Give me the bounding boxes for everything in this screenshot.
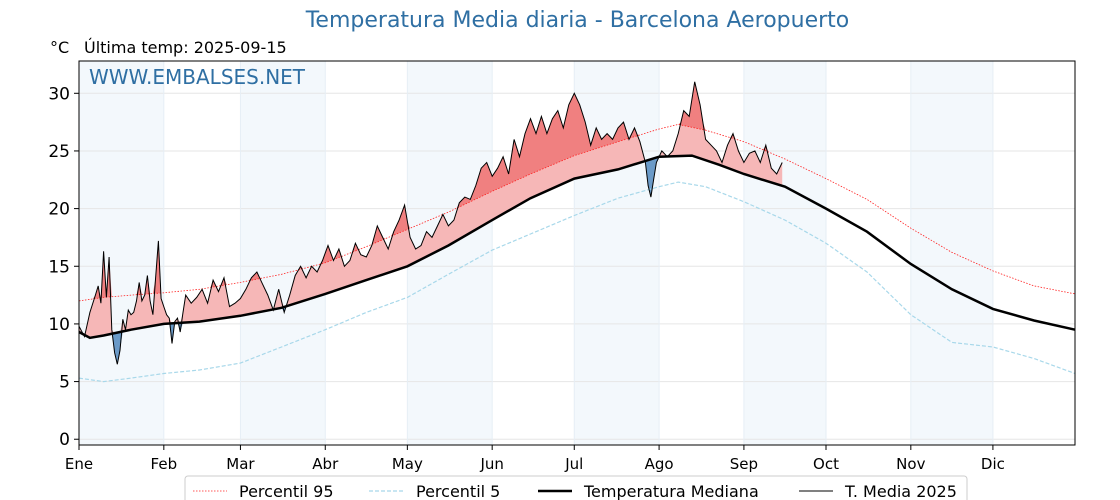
y-tick-label: 5	[59, 373, 70, 393]
y-tick-label: 30	[48, 84, 70, 104]
legend-label-p5: Percentil 5	[416, 482, 500, 500]
y-tick-label: 0	[59, 430, 70, 450]
y-tick-label: 20	[48, 200, 70, 220]
x-axis: Ene Feb Mar Abr May Jun Jul Ago Sep Oct Nov Dic	[65, 445, 1005, 473]
month-band	[240, 61, 326, 445]
y-tick-label: 25	[48, 142, 70, 162]
plot-frame	[78, 60, 1076, 446]
month-band	[574, 61, 660, 445]
above-p95-fill	[79, 81, 783, 301]
chart-title: Temperatura Media diaria - Barcelona Aer…	[305, 8, 850, 33]
watermark: WWW.EMBALSES.NET	[89, 65, 306, 89]
y-tick-label: 15	[48, 257, 70, 277]
month-bands	[79, 61, 993, 445]
month-band	[79, 61, 164, 445]
x-tick-label: May	[392, 455, 423, 473]
x-tick-label: Jul	[564, 455, 583, 473]
series-lines	[78, 81, 1076, 383]
above-median-fill	[79, 81, 783, 338]
x-tick-label: Nov	[896, 455, 925, 473]
x-tick-label: Jun	[479, 455, 503, 473]
x-tick-label: Sep	[730, 455, 758, 473]
x-tick-label: Oct	[813, 455, 839, 473]
month-band	[910, 61, 993, 445]
p5-line	[78, 181, 1076, 383]
legend: Percentil 95 Percentil 5 Temperatura Media…	[184, 475, 968, 500]
x-tick-label: Ago	[645, 455, 674, 473]
unit-label: °C	[50, 38, 70, 57]
y-tick-label: 10	[48, 315, 70, 335]
x-tick-label: Mar	[226, 455, 255, 473]
x-tick-label: Abr	[312, 455, 339, 473]
x-tick-label: Dic	[981, 455, 1005, 473]
p95-line	[78, 123, 1076, 302]
anomaly-fills	[79, 81, 783, 365]
legend-label-p95: Percentil 95	[239, 482, 334, 500]
media2025-line	[78, 81, 783, 365]
y-axis: 0 5 10 15 20 25 30	[48, 84, 79, 450]
month-band	[743, 61, 826, 445]
x-tick-label: Ene	[65, 455, 93, 473]
legend-label-median: Temperatura Mediana	[583, 482, 759, 500]
legend-box	[184, 475, 968, 500]
last-temp-label: Última temp: 2025-09-15	[84, 38, 287, 57]
legend-label-media2025: T. Media 2025	[844, 482, 957, 500]
x-tick-label: Feb	[151, 455, 178, 473]
